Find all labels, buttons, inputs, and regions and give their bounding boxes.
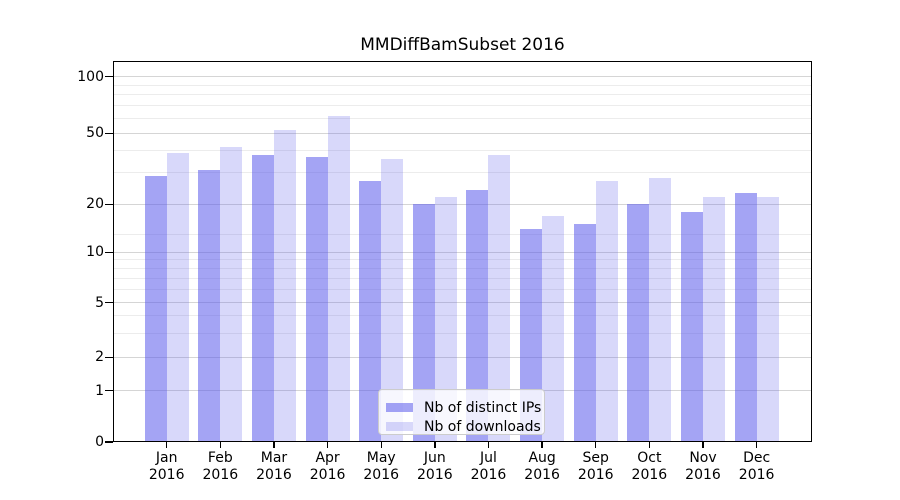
x-tick-label: Feb 2016 (202, 450, 239, 483)
y-tick-label: 1 (95, 382, 104, 399)
bar (412, 204, 435, 442)
bar (627, 204, 650, 442)
gridline-minor (113, 268, 812, 270)
y-tick-mark (105, 302, 113, 304)
y-tick-mark (105, 203, 113, 205)
bar (166, 152, 189, 442)
legend-item-downloads: Nb of downloads (379, 417, 544, 436)
x-tick-mark (326, 442, 329, 448)
legend-label-distinct-ips: Nb of distinct IPs (424, 399, 542, 416)
bar (273, 130, 296, 442)
x-tick-label: Sep 2016 (577, 450, 614, 483)
x-tick-label: Nov 2016 (685, 450, 721, 483)
x-tick-mark (702, 442, 704, 448)
gridline-minor (113, 94, 812, 96)
gridline-minor (113, 288, 812, 290)
bar (488, 154, 511, 442)
x-tick-mark (219, 442, 222, 448)
y-tick-mark (105, 441, 113, 443)
bar (381, 158, 404, 442)
x-tick-mark (541, 442, 543, 448)
gridline-minor (113, 332, 812, 334)
x-tick-label: Apr 2016 (309, 450, 346, 483)
bar (434, 196, 457, 442)
gridline-major (113, 76, 812, 78)
gridline-minor (113, 233, 812, 235)
gridline-minor (113, 117, 812, 119)
y-tick-mark (105, 390, 113, 392)
gridline-minor (113, 315, 812, 317)
gridline-major (113, 356, 812, 358)
y-tick-label: 5 (95, 294, 104, 311)
legend-swatch-downloads (386, 422, 413, 431)
y-tick-label: 2 (95, 349, 104, 366)
gridline-major (113, 302, 812, 304)
x-tick-mark (755, 442, 758, 448)
bar (595, 181, 618, 442)
y-tick-label: 20 (86, 196, 104, 213)
x-tick-label: Dec 2016 (738, 450, 775, 483)
y-tick-label: 50 (86, 125, 104, 142)
x-tick-mark (166, 442, 168, 448)
y-tick-mark (105, 76, 113, 78)
bar (327, 115, 350, 442)
y-tick-label: 0 (95, 434, 104, 450)
x-tick-mark (273, 442, 275, 448)
gridline-major (113, 251, 812, 253)
gridline-minor (113, 105, 812, 107)
legend-swatch-distinct-ips (386, 403, 413, 412)
bar (542, 215, 565, 442)
x-tick-label: Mar 2016 (256, 450, 292, 483)
legend-item-distinct-ips: Nb of distinct IPs (379, 398, 544, 417)
x-tick-mark (380, 442, 382, 448)
y-tick-mark (105, 251, 113, 253)
chart-title: MMDiffBamSubset 2016 (360, 35, 565, 55)
x-tick-label: Jun 2016 (417, 450, 453, 483)
bar (251, 154, 274, 442)
bar (520, 228, 543, 442)
bar (756, 196, 779, 442)
gridline-minor (113, 172, 812, 174)
bar (305, 156, 328, 442)
bar (198, 170, 221, 442)
x-tick-mark (487, 442, 490, 448)
x-tick-label: Aug 2016 (524, 450, 560, 483)
x-tick-label: Jan 2016 (148, 450, 185, 483)
bar (649, 178, 672, 442)
bar (703, 196, 725, 442)
y-tick-mark (105, 356, 113, 358)
bar (734, 193, 757, 442)
x-tick-mark (434, 442, 436, 448)
bar (359, 181, 382, 442)
x-tick-mark (595, 442, 597, 448)
y-tick-label: 100 (77, 68, 104, 85)
x-tick-label: Oct 2016 (631, 450, 668, 483)
bar (681, 211, 703, 442)
x-tick-label: May 2016 (363, 450, 400, 483)
y-tick-label: 10 (86, 244, 104, 261)
bar (220, 146, 243, 442)
gridline-minor (113, 277, 812, 279)
bar (573, 224, 596, 442)
gridline-major (113, 203, 812, 205)
bar (466, 190, 489, 442)
x-tick-label: Jul 2016 (470, 450, 507, 483)
bar (144, 175, 167, 442)
y-tick-mark (105, 132, 113, 134)
gridline-major (113, 132, 812, 134)
legend: Nb of distinct IPs Nb of downloads (378, 389, 545, 435)
gridline-minor (113, 259, 812, 261)
x-tick-mark (648, 442, 651, 448)
gridline-minor (113, 84, 812, 86)
plot-area (113, 61, 812, 442)
legend-label-downloads: Nb of downloads (424, 418, 541, 435)
gridline-minor (113, 150, 812, 152)
